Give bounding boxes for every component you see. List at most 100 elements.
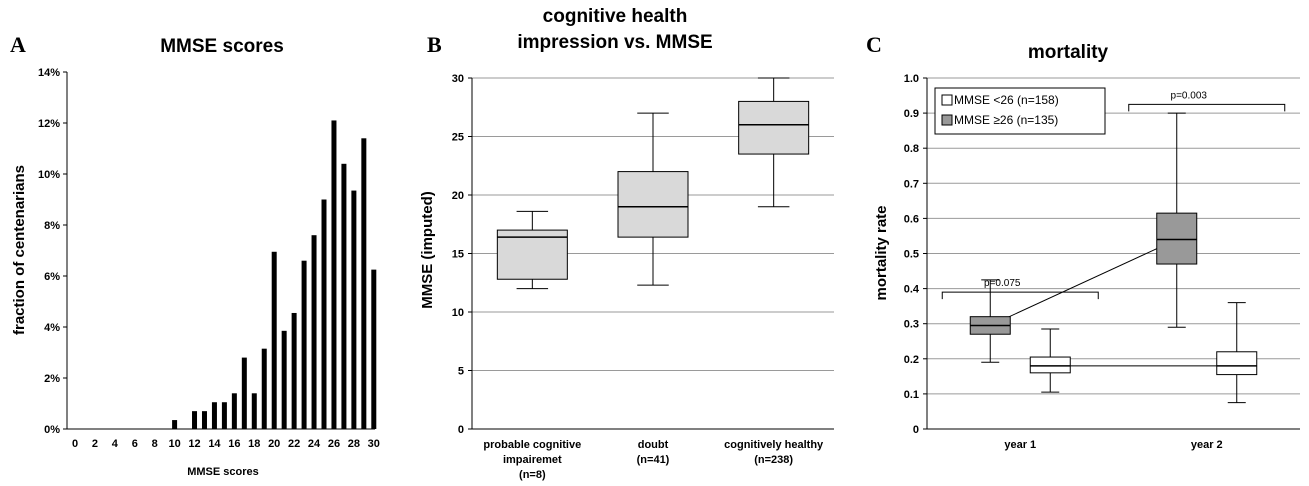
panel-letter-b: B — [427, 32, 442, 57]
x-tick-label: 30 — [368, 438, 380, 450]
chart-a-y-axis-label: fraction of centenarians — [11, 165, 28, 335]
category-label: doubt — [638, 439, 669, 451]
x-tick-label: 14 — [208, 438, 221, 450]
box — [496, 229, 568, 280]
legend-frame — [934, 87, 1106, 135]
bar — [301, 260, 307, 429]
y-tick-label: 20 — [452, 190, 464, 202]
panel-c: C mortality 0 0.1 0.2 0.3 0.4 0.5 0.6 0.7 0.8 0.9… — [866, 32, 1300, 451]
chart-c-gridlines — [927, 77, 1300, 395]
chart-a-x-tick-labels: 0 2 4 6 8 10 12 14 16 18 20 22 24 26 28 30 — [72, 438, 380, 450]
x-tick-label: 8 — [152, 438, 158, 450]
significance-bracket — [1128, 103, 1286, 112]
category-label: (n=238) — [754, 454, 793, 466]
y-tick-label: 0.2 — [904, 354, 919, 366]
bar — [361, 138, 367, 430]
category-label: impairemet — [503, 454, 562, 466]
bar — [291, 312, 297, 429]
bar — [261, 348, 267, 429]
bar — [331, 120, 337, 429]
bar — [351, 190, 357, 429]
y-tick-label: 25 — [452, 132, 464, 144]
x-tick-label: 0 — [72, 438, 78, 450]
bar — [371, 269, 377, 429]
chart-c-y-axis-label: mortality rate — [873, 205, 890, 300]
bar — [221, 402, 227, 429]
box — [1156, 212, 1198, 265]
y-tick-label: 15 — [452, 249, 464, 261]
bar — [201, 411, 207, 429]
bar — [192, 411, 198, 429]
x-tick-label: 18 — [248, 438, 260, 450]
y-tick-label: 0% — [44, 424, 60, 436]
x-tick-label: 16 — [228, 438, 240, 450]
bar — [172, 420, 178, 429]
y-tick-label: 5 — [458, 366, 464, 378]
legend-swatch-mmse-under-26 — [941, 94, 953, 106]
y-tick-label: 4% — [44, 322, 60, 334]
median-trend-line — [990, 239, 1177, 326]
chart-c-title: mortality — [1028, 42, 1109, 63]
x-tick-label: 10 — [168, 438, 180, 450]
x-tick-label: 12 — [188, 438, 200, 450]
box — [1216, 351, 1258, 376]
chart-b-boxes — [496, 77, 810, 290]
y-tick-label: 0.7 — [904, 178, 919, 190]
box — [617, 171, 689, 238]
box — [738, 100, 810, 155]
category-label: cognitively healthy — [724, 439, 824, 451]
y-tick-label: 0 — [458, 424, 464, 436]
legend-label-mmse-26-plus: MMSE ≥26 (n=135) — [954, 113, 1058, 127]
panel-letter-a: A — [10, 32, 26, 57]
x-tick-label: 28 — [348, 438, 360, 450]
bar — [211, 402, 217, 429]
y-tick-label: 0.3 — [904, 319, 919, 331]
bar — [311, 235, 317, 429]
category-label: (n=41) — [637, 454, 670, 466]
y-tick-label: 30 — [452, 73, 464, 85]
bar — [231, 393, 237, 429]
chart-b-y-axis-label: MMSE (imputed) — [419, 191, 436, 309]
chart-c-y-tick-labels: 0 0.1 0.2 0.3 0.4 0.5 0.6 0.7 0.8 0.9 1.0 — [904, 73, 927, 436]
category-label: (n=8) — [519, 469, 546, 481]
chart-c-legend: MMSE <26 (n=158) MMSE ≥26 (n=135) — [934, 87, 1106, 135]
bar — [251, 393, 257, 429]
x-tick-label: 26 — [328, 438, 340, 450]
significance-bracket — [941, 291, 1099, 300]
chart-c-category-labels: year 1 year 2 — [1004, 439, 1222, 451]
legend-swatch-mmse-26-plus — [941, 114, 953, 126]
y-tick-label: 6% — [44, 271, 60, 283]
bar — [321, 199, 327, 429]
chart-b-title-line-1: cognitive health — [543, 6, 688, 27]
p-value-label: p=0.075 — [984, 278, 1021, 289]
chart-c-boxes — [969, 112, 1258, 404]
bar — [281, 330, 287, 429]
x-tick-label: 20 — [268, 438, 280, 450]
chart-a-x-axis-label: MMSE scores — [187, 466, 259, 478]
p-value-label: p=0.003 — [1171, 90, 1208, 101]
y-tick-label: 0.6 — [904, 213, 919, 225]
x-tick-label: 22 — [288, 438, 300, 450]
y-tick-label: 0.4 — [904, 284, 920, 296]
chart-a-bars — [172, 120, 377, 430]
y-tick-label: 0.9 — [904, 108, 919, 120]
bar — [241, 357, 247, 429]
chart-b-category-labels: probable cognitive impairemet (n=8) doubt (n… — [483, 439, 824, 481]
y-tick-label: 10% — [38, 169, 60, 181]
x-tick-label: 4 — [112, 438, 119, 450]
y-tick-label: 8% — [44, 220, 60, 232]
y-tick-label: 2% — [44, 373, 60, 385]
x-tick-label: 2 — [92, 438, 98, 450]
legend-label-mmse-under-26: MMSE <26 (n=158) — [954, 93, 1059, 107]
chart-a-y-tick-labels: 0% 2% 4% 6% 8% 10% 12% 14% — [38, 67, 67, 436]
x-tick-label: 6 — [132, 438, 138, 450]
panel-b: B cognitive health impression vs. MMSE 0… — [419, 6, 834, 481]
y-tick-label: 0.8 — [904, 143, 919, 155]
chart-c-annotations: p=0.075 p=0.003 — [941, 90, 1286, 300]
y-tick-label: 14% — [38, 67, 60, 79]
bar — [271, 251, 277, 429]
chart-b-title-line-2: impression vs. MMSE — [517, 32, 712, 53]
chart-a-title: MMSE scores — [160, 36, 284, 57]
